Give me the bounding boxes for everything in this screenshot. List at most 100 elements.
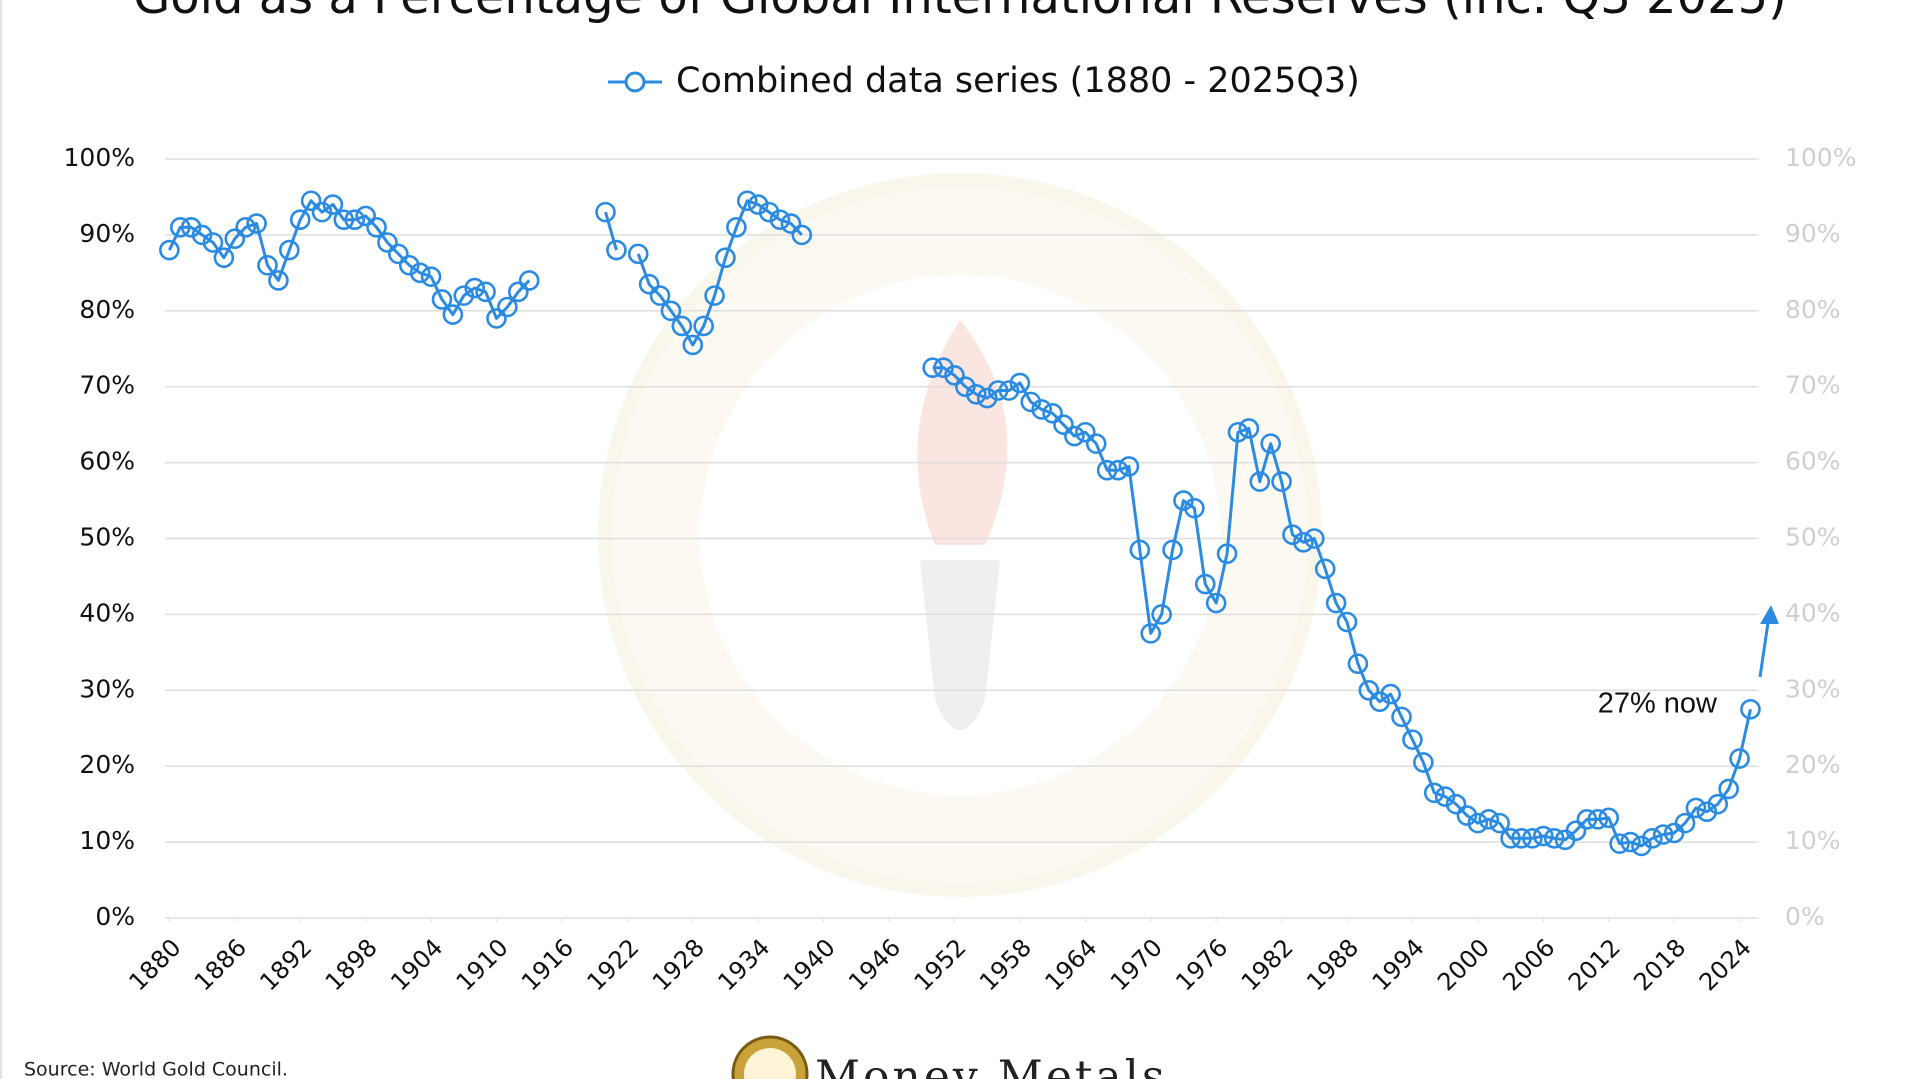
y2-tick-label: 80%: [1785, 295, 1841, 324]
y2-tick-label: 60%: [1785, 447, 1841, 476]
data-point: [1478, 809, 1500, 830]
data-point: [322, 194, 344, 215]
data-point: [1031, 399, 1052, 420]
data-point: [987, 380, 1009, 401]
data-point: [1096, 459, 1118, 481]
data-point: [1565, 820, 1587, 842]
data-point: [246, 213, 267, 234]
data-point: [235, 217, 256, 238]
data-point: [1642, 828, 1663, 849]
data-point: [1064, 425, 1085, 447]
data-point: [159, 239, 180, 261]
chart-title: Gold as a Percentage of Global Internati…: [133, 0, 1787, 25]
data-point: [366, 217, 387, 238]
data-point: [1467, 812, 1489, 834]
y-tick-label: 100%: [64, 143, 135, 172]
data-point: [1685, 797, 1707, 819]
data-point: [420, 266, 442, 287]
data-point: [1402, 729, 1423, 750]
data-point: [1107, 459, 1129, 481]
data-point: [1718, 778, 1739, 800]
y-tick-label: 50%: [79, 523, 135, 552]
data-point: [1380, 683, 1401, 705]
data-point: [1129, 539, 1151, 561]
data-point: [1009, 372, 1031, 394]
y-tick-label: 70%: [79, 371, 135, 400]
y2-tick-label: 0%: [1785, 902, 1825, 931]
data-point: [377, 232, 398, 253]
data-point: [486, 308, 507, 329]
y-tick-label: 10%: [79, 826, 135, 855]
data-point: [1413, 752, 1434, 773]
data-point: [595, 201, 616, 223]
data-point: [1293, 531, 1314, 553]
data-point: [1336, 611, 1358, 633]
data-point: [638, 273, 660, 295]
data-point: [791, 224, 813, 246]
data-point: [518, 270, 540, 291]
data-point: [1522, 828, 1543, 849]
data-point: [1576, 809, 1598, 830]
data-point: [1075, 421, 1096, 443]
data-point: [649, 285, 671, 306]
data-point: [682, 334, 704, 356]
watermark: [598, 173, 1322, 897]
data-point: [704, 285, 725, 306]
legend: Combined data series (1880 - 2025Q3): [608, 61, 1360, 101]
data-point: [355, 205, 376, 227]
watermark-ring: [598, 173, 1322, 897]
data-point: [1053, 414, 1074, 435]
y2-tick-label: 40%: [1785, 598, 1841, 627]
data-point: [1118, 456, 1140, 477]
data-point: [606, 239, 627, 261]
data-point: [1707, 793, 1729, 815]
data-point: [1238, 418, 1260, 439]
y-tick-label: 20%: [79, 750, 135, 779]
data-point: [1598, 807, 1620, 829]
data-point: [1151, 604, 1172, 625]
y2-tick-label: 90%: [1785, 219, 1841, 248]
data-point: [1391, 706, 1412, 728]
data-point: [1445, 793, 1467, 815]
y2-tick-label: 30%: [1785, 674, 1841, 703]
data-point: [1162, 539, 1183, 561]
arrow-head: [1760, 605, 1779, 624]
data-point: [257, 254, 278, 276]
data-point: [1325, 592, 1347, 614]
data-point: [464, 277, 485, 299]
data-point: [1085, 433, 1107, 454]
data-point: [344, 209, 366, 231]
data-point: [1358, 679, 1380, 701]
data-point: [475, 281, 496, 303]
data-point: [1511, 828, 1532, 849]
data-point: [944, 365, 965, 386]
data-point: [660, 300, 682, 322]
data-point: [333, 209, 355, 231]
data-point: [671, 315, 693, 337]
data-point: [1271, 471, 1292, 492]
data-point: [442, 304, 464, 325]
data-point: [1674, 812, 1696, 834]
data-point: [1227, 421, 1249, 443]
data-point: [1543, 828, 1565, 849]
data-point: [780, 213, 802, 234]
y2-tick-label: 20%: [1785, 750, 1841, 779]
data-point: [1303, 528, 1325, 549]
watermark-torch: [920, 560, 1000, 730]
data-point: [202, 232, 224, 253]
data-point: [922, 357, 943, 379]
data-point: [1587, 809, 1609, 830]
y2-tick-label: 50%: [1785, 523, 1841, 552]
data-point: [726, 217, 747, 238]
data-point: [693, 315, 714, 337]
data-point: [169, 217, 191, 238]
data-point: [1194, 573, 1216, 595]
y-tick-label: 80%: [79, 295, 135, 324]
watermark-inner: [700, 275, 1220, 795]
data-point: [300, 190, 322, 212]
data-point: [409, 262, 431, 284]
data-point: [289, 209, 311, 231]
legend-marker: [624, 71, 646, 93]
